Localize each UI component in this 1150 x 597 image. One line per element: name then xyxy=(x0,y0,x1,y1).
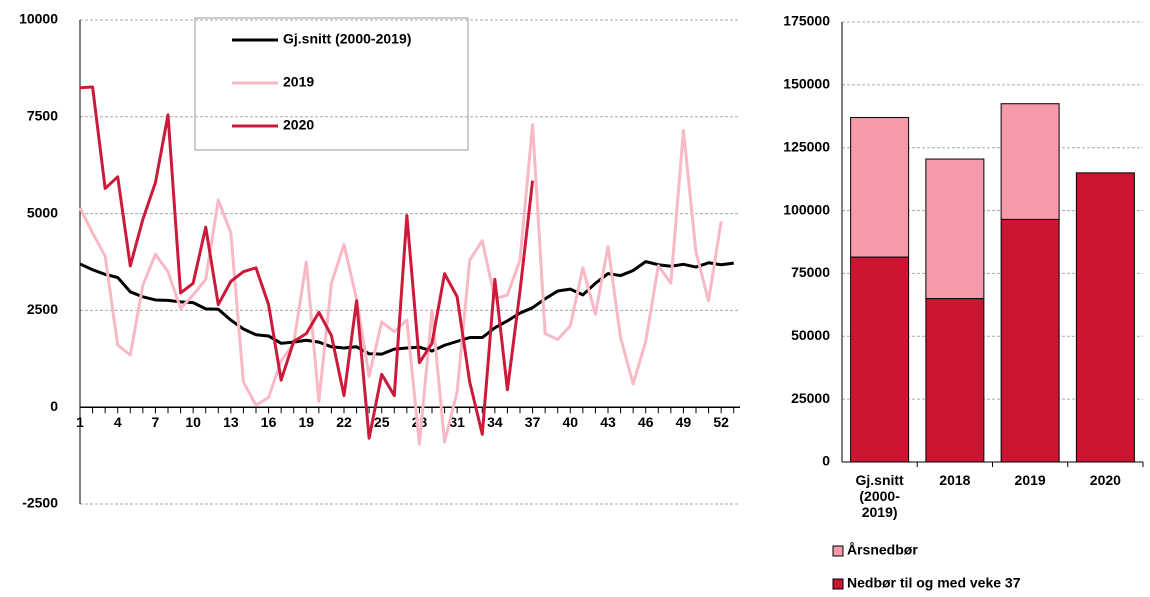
y-tick-label: 25000 xyxy=(791,390,830,406)
x-tick-label: 10 xyxy=(185,414,201,430)
bar-segment xyxy=(1000,103,1060,220)
line-series xyxy=(79,260,734,356)
y-tick-label: 150000 xyxy=(783,76,830,92)
bar-segment xyxy=(925,298,985,463)
legend-label: 2020 xyxy=(283,117,314,133)
y-tick-label: 75000 xyxy=(791,264,830,280)
y-tick-label: -2500 xyxy=(22,495,58,511)
x-tick-label: Gj.snitt (2000-2019) xyxy=(855,472,904,520)
bar-segment xyxy=(925,158,985,300)
y-tick-label: 175000 xyxy=(783,13,830,29)
y-tick-label: 0 xyxy=(50,398,58,414)
y-tick-label: 125000 xyxy=(783,138,830,154)
x-tick-label: 13 xyxy=(223,414,239,430)
x-tick-label: 1 xyxy=(76,414,84,430)
x-tick-label: 22 xyxy=(336,414,352,430)
y-tick-label: 10000 xyxy=(19,11,58,27)
x-tick-label: 40 xyxy=(562,414,578,430)
legend-swatch xyxy=(832,578,844,590)
x-tick-label: 2018 xyxy=(939,472,971,488)
x-tick-label: 4 xyxy=(114,414,122,430)
legend-label: Nedbør til og med veke 37 xyxy=(847,575,1021,591)
y-tick-label: 50000 xyxy=(791,327,830,343)
x-tick-label: 2020 xyxy=(1089,472,1121,488)
line-series xyxy=(79,85,535,440)
x-tick-label: 19 xyxy=(298,414,314,430)
x-tick-label: 43 xyxy=(600,414,616,430)
bar-segment xyxy=(850,117,910,258)
x-tick-label: 37 xyxy=(525,414,541,430)
y-tick-label: 100000 xyxy=(783,201,830,217)
bar-segment xyxy=(1000,218,1060,463)
bar-segment xyxy=(1075,172,1135,463)
legend-swatch xyxy=(832,545,844,557)
x-tick-label: 7 xyxy=(152,414,160,430)
bar-segment xyxy=(850,256,910,463)
x-tick-label: 49 xyxy=(676,414,692,430)
x-tick-label: 2019 xyxy=(1014,472,1046,488)
x-tick-label: 34 xyxy=(487,414,503,430)
y-tick-label: 2500 xyxy=(27,301,58,317)
x-tick-label: 16 xyxy=(261,414,277,430)
legend-label: 2019 xyxy=(283,74,314,90)
legend-label: Årsnedbør xyxy=(847,542,918,558)
y-tick-label: 0 xyxy=(822,453,830,469)
y-tick-label: 7500 xyxy=(27,108,58,124)
x-tick-label: 31 xyxy=(449,414,465,430)
legend-label: Gj.snitt (2000-2019) xyxy=(283,31,411,47)
x-tick-label: 52 xyxy=(713,414,729,430)
x-tick-label: 25 xyxy=(374,414,390,430)
y-tick-label: 5000 xyxy=(27,204,58,220)
x-tick-label: 46 xyxy=(638,414,654,430)
